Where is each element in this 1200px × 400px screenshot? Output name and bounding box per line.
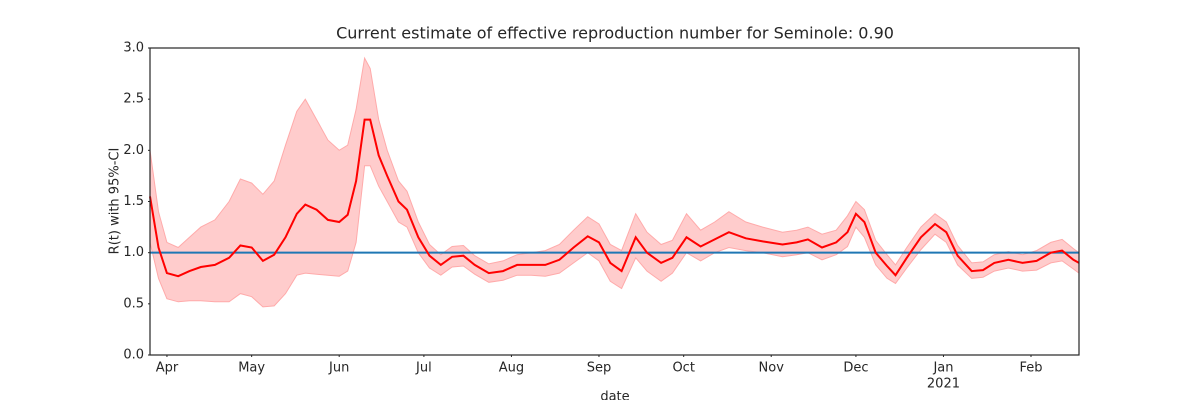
y-axis-label: R(t) with 95%-CI [108, 148, 123, 255]
rt-line [149, 118, 1080, 278]
x-tick-label: Sep [587, 361, 612, 376]
x-tick-label: Aug [499, 361, 524, 376]
y-tick-label: 3.0 [123, 41, 144, 56]
x-tick-label: Nov [759, 361, 785, 376]
y-tick-label: 1.0 [123, 245, 144, 260]
y-tick-label: 1.5 [123, 194, 144, 209]
x-tick-label: Jun [328, 361, 349, 376]
x-tick-label: Apr [156, 361, 179, 376]
x-axis-label: date [600, 390, 629, 400]
chart-title: Current estimate of effective reproducti… [336, 24, 894, 43]
ci-band [149, 56, 1080, 308]
x-tick-label: May [238, 361, 265, 376]
x-tick-sublabel: 2021 [927, 377, 960, 392]
x-tick-label: Jul [415, 361, 432, 376]
x-tick-label: Jan [932, 361, 953, 376]
x-tick-label: Feb [1019, 361, 1042, 376]
y-tick-label: 0.0 [123, 348, 144, 363]
x-tick-label: Oct [672, 361, 694, 376]
plot-frame [149, 47, 1080, 356]
x-tick-label: Dec [843, 361, 868, 376]
y-tick-label: 2.0 [123, 143, 144, 158]
y-tick-label: 0.5 [123, 296, 144, 311]
y-tick-label: 2.5 [123, 92, 144, 107]
